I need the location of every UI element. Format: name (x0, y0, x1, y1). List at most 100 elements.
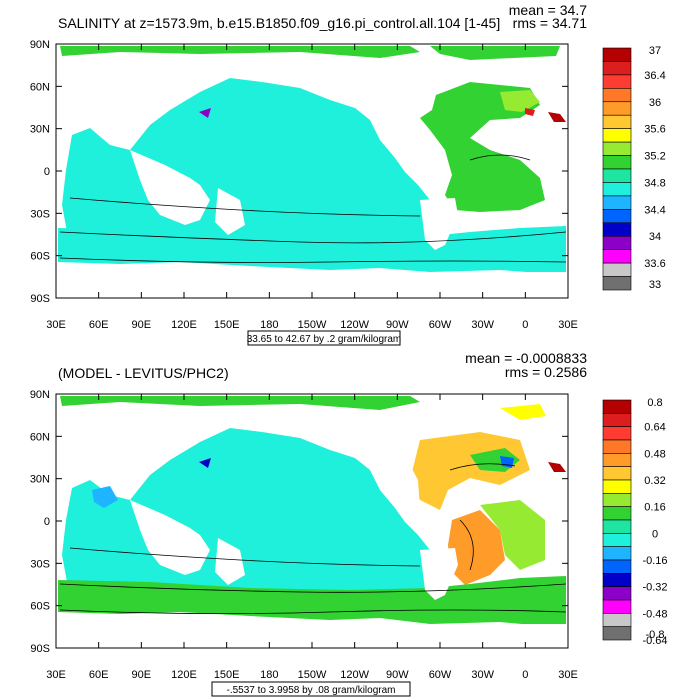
lon-tick-label: 60W (429, 669, 452, 681)
colorbar: 0.8 0.64 0.48 0.32 0.16 0 -0.16 -0.32 -0.48 -0.64… (602, 397, 668, 647)
colorbar-label: 36 (649, 97, 661, 109)
range-label-box (247, 330, 401, 346)
colorbar-label: 33.6 (644, 258, 665, 270)
rms-stat: rms = 34.71 (513, 15, 588, 31)
colorbar-swatch (602, 546, 632, 561)
colorbar-swatch (602, 439, 632, 454)
range-label-box (211, 681, 411, 697)
atlantic-green-field (420, 82, 545, 212)
lon-tick-label: 120W (340, 319, 369, 331)
lon-tick-label: 180 (260, 319, 278, 331)
colorbar-swatch (602, 114, 632, 129)
land-mask (56, 60, 458, 250)
colorbar-swatch (602, 88, 632, 103)
range-label: -.5537 to 3.9958 by .08 gram/kilogram (227, 685, 396, 696)
lat-tick-label: 90S (30, 293, 50, 305)
colorbar-swatch (602, 222, 632, 237)
lon-tick-label: 90E (132, 669, 152, 681)
colorbar-swatch (602, 519, 632, 534)
pacific-indian-field (62, 428, 430, 602)
indian-blue-patch (92, 486, 118, 508)
difference-map-plot (56, 394, 568, 648)
lon-tick-label: 0 (522, 669, 528, 681)
colorbar-swatch (602, 128, 632, 143)
contour-line (59, 463, 567, 614)
mean-stat: mean = 34.7 (509, 2, 587, 18)
colorbar-label: 34.4 (644, 204, 665, 216)
lat-tick-label: 30N (30, 124, 50, 136)
colorbar-swatch (602, 559, 632, 574)
lon-tick-label: 90W (386, 319, 409, 331)
lon-tick-label: 150E (214, 319, 240, 331)
lon-axis: 30E 60E 90E 120E 150E 180 150W 120W 90W 60W 30W 0 30… (46, 394, 578, 681)
lon-tick-label: 150W (298, 319, 327, 331)
lat-tick-label: 30S (30, 558, 50, 570)
lon-tick-label: 30E (46, 319, 66, 331)
colorbar-swatch (602, 168, 632, 183)
panel-difference: (MODEL - LEVITUS/PHC2) mean = -0.0008833… (30, 350, 668, 697)
colorbar-label: 0.16 (644, 502, 665, 514)
lon-tick-label: 120E (171, 319, 197, 331)
colorbar-swatch (602, 493, 632, 507)
colorbar-label: 0 (652, 528, 658, 540)
colorbar-swatch (602, 599, 632, 614)
rms-stat: rms = 0.2586 (505, 364, 587, 380)
japan-sea-patch (199, 458, 211, 468)
colorbar-label: -0.16 (642, 555, 667, 567)
colorbar-swatch (602, 276, 632, 291)
colorbar-swatch (602, 61, 632, 76)
colorbar-swatch (602, 262, 632, 277)
pacific-indian-field (62, 78, 430, 252)
colorbar-swatch (602, 613, 632, 627)
colorbar-swatch (602, 47, 632, 62)
lon-tick-label: 60E (89, 669, 109, 681)
colorbar-label: 37 (649, 45, 661, 57)
lon-tick-label: 0 (522, 319, 528, 331)
lon-tick-label: 90W (386, 669, 409, 681)
colorbar-label: 36.4 (644, 70, 665, 82)
panel-title: (MODEL - LEVITUS/PHC2) (58, 365, 229, 381)
lon-tick-label: 150W (298, 669, 327, 681)
colorbar-label: -0.48 (642, 608, 667, 620)
lon-tick-label: 30E (46, 669, 66, 681)
equatorial-atlantic-field (480, 500, 545, 570)
colorbar-swatch (602, 141, 632, 156)
lon-tick-label: 30W (471, 319, 494, 331)
lon-tick-label: 30E (558, 319, 578, 331)
range-label: 33.65 to 42.67 by .2 gram/kilogram (247, 334, 402, 345)
colorbar-swatch (602, 182, 632, 197)
colorbar-label: 34.8 (644, 177, 665, 189)
colorbar-label: 34 (649, 231, 661, 243)
lat-tick-label: 60S (30, 601, 50, 613)
panel-salinity: SALINITY at z=1573.9m, b.e15.B1850.f09_g… (30, 2, 666, 346)
lon-tick-label: 90E (132, 319, 152, 331)
colorbar-swatch (602, 155, 632, 170)
lat-axis: 90N 60N 30N 0 30S 60S 90S (30, 39, 568, 305)
colorbar-swatch (602, 195, 632, 210)
colorbar-label: 0.32 (644, 475, 665, 487)
red-sea-patch (548, 462, 566, 472)
lat-tick-label: 0 (44, 166, 50, 178)
arctic-ocean-field (60, 396, 420, 410)
panel-title: SALINITY at z=1573.9m, b.e15.B1850.f09_g… (58, 15, 500, 31)
colorbar-swatch (602, 466, 632, 481)
colorbar-swatch (602, 573, 632, 587)
colorbar-label: 35.6 (644, 124, 665, 136)
lat-axis: 90N 60N 30N 0 30S 60S 90S (30, 389, 568, 655)
colorbar-swatch (602, 209, 632, 224)
lat-tick-label: 60S (30, 251, 50, 263)
colorbar-swatch (602, 533, 632, 547)
lat-tick-label: 60N (30, 81, 50, 93)
lon-tick-label: 60W (429, 319, 452, 331)
colorbar-swatch (602, 249, 632, 264)
colorbar-label: 0.48 (644, 448, 665, 460)
lon-tick-label: 150E (214, 669, 240, 681)
colorbar-label: 33 (649, 279, 661, 291)
colorbar-label: 0.8 (647, 397, 662, 409)
colorbar: 37 36.4 36 35.6 35.2 34.8 34.4 34 33.6 33 (602, 45, 666, 291)
japan-sea-patch (199, 108, 211, 118)
lat-tick-label: 30N (30, 474, 50, 486)
mediterranean-patch (525, 108, 535, 116)
colorbar-label: 35.2 (644, 151, 665, 163)
